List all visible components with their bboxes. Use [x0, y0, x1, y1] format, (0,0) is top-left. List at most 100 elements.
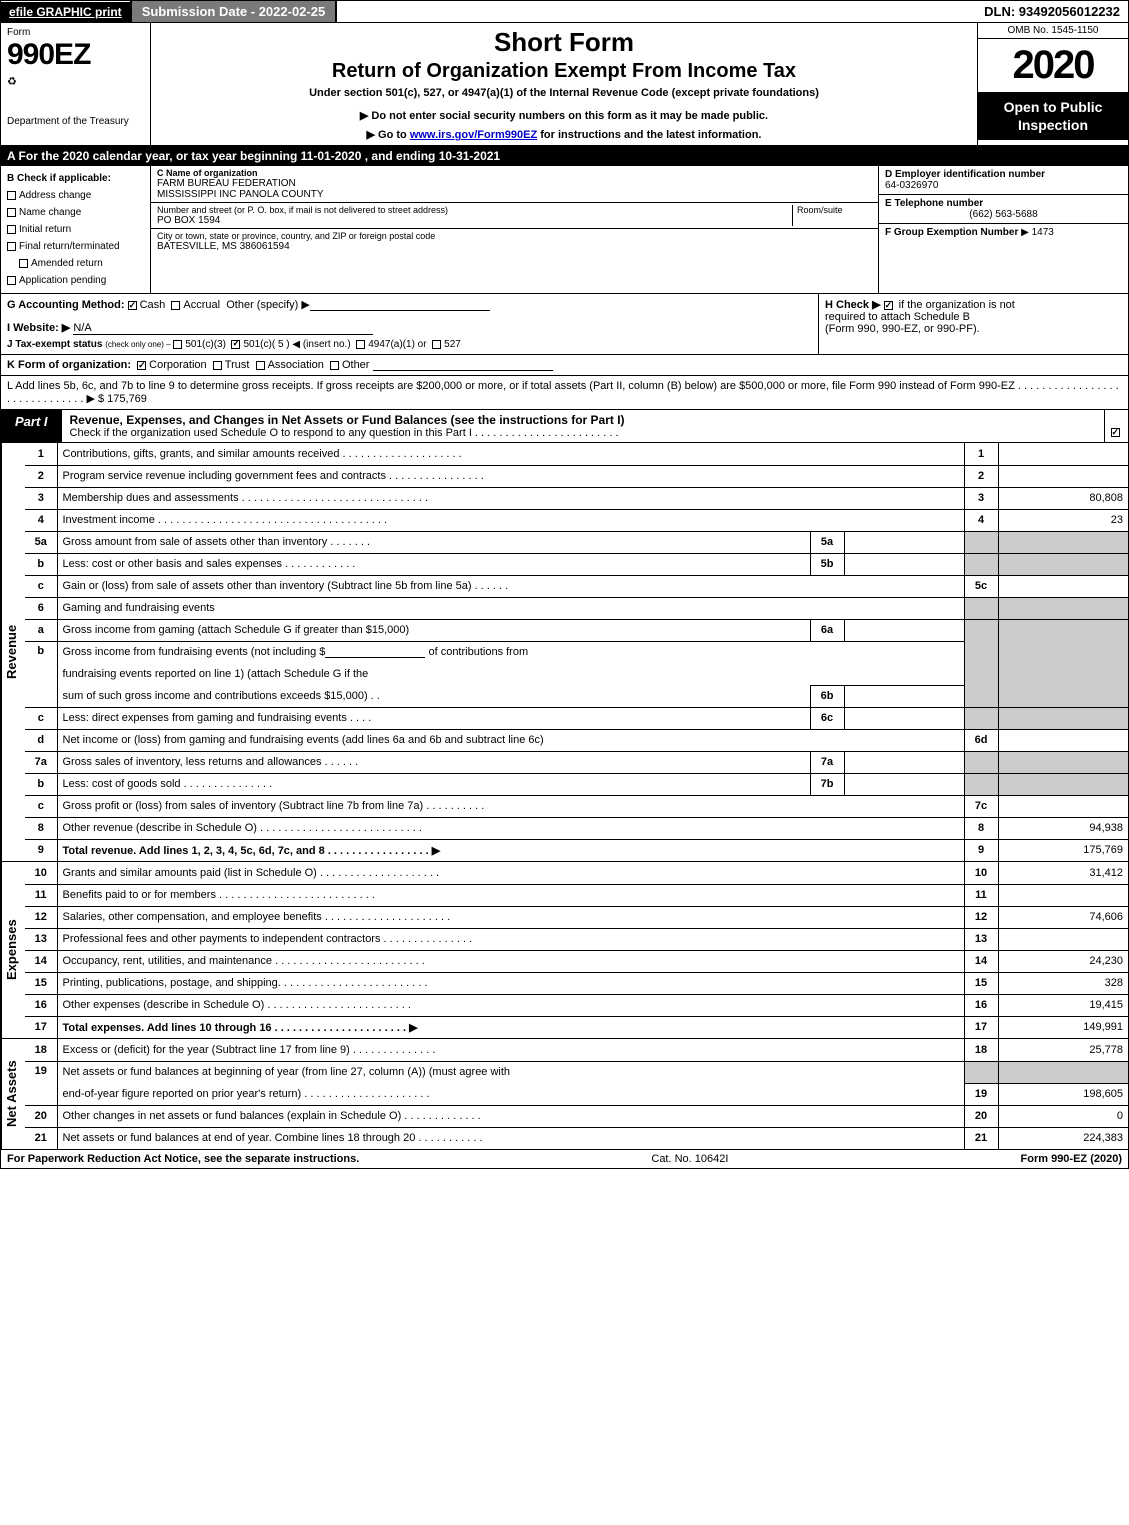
box-k-label: K Form of organization:: [7, 359, 131, 371]
footer-left: For Paperwork Reduction Act Notice, see …: [7, 1153, 359, 1165]
row-11: 11 Benefits paid to or for members . . .…: [25, 884, 1128, 906]
row-16: 16 Other expenses (describe in Schedule …: [25, 994, 1128, 1016]
label-4947: 4947(a)(1) or: [368, 339, 426, 350]
box-j-label: J Tax-exempt status: [7, 339, 102, 350]
k-other-field[interactable]: [373, 359, 553, 371]
checkbox-application-pending[interactable]: [7, 276, 16, 285]
part-1-header: Part I Revenue, Expenses, and Changes in…: [0, 410, 1129, 443]
line-desc: end-of-year figure reported on prior yea…: [57, 1083, 964, 1105]
sub-num: 5b: [810, 553, 844, 575]
col-num: 18: [964, 1039, 998, 1061]
line-num: a: [25, 619, 57, 641]
col-amt: 224,383: [998, 1127, 1128, 1149]
col-amt: [998, 465, 1128, 487]
col-amt: [998, 795, 1128, 817]
checkbox-association[interactable]: [256, 361, 265, 370]
line-desc: Gain or (loss) from sale of assets other…: [57, 575, 964, 597]
checkbox-501c3[interactable]: [173, 340, 182, 349]
header-center: Short Form Return of Organization Exempt…: [151, 23, 978, 145]
checkbox-final-return[interactable]: [7, 242, 16, 251]
contrib-amount-field[interactable]: [325, 646, 425, 658]
box-g: G Accounting Method: Cash Accrual Other …: [1, 294, 818, 354]
col-amt: [998, 443, 1128, 465]
label-address-change: Address change: [19, 190, 91, 201]
footer-right: Form 990-EZ (2020): [1021, 1153, 1122, 1165]
row-10: 10 Grants and similar amounts paid (list…: [25, 862, 1128, 884]
col-num-shaded: [964, 685, 998, 707]
irs-link[interactable]: www.irs.gov/Form990EZ: [410, 129, 537, 141]
box-h-text1: if the organization is not: [899, 299, 1015, 311]
box-c: C Name of organization FARM BUREAU FEDER…: [151, 166, 878, 293]
box-g-h: G Accounting Method: Cash Accrual Other …: [0, 294, 1129, 355]
sub-num: 7a: [810, 751, 844, 773]
box-l: L Add lines 5b, 6c, and 7b to line 9 to …: [0, 376, 1129, 410]
line-desc: Total expenses. Add lines 10 through 16 …: [57, 1016, 964, 1038]
sub-num: 6b: [810, 685, 844, 707]
checkbox-accrual[interactable]: [171, 301, 180, 310]
col-amt: 23: [998, 509, 1128, 531]
col-amt-shaded: [998, 1061, 1128, 1083]
info-grid: B Check if applicable: Address change Na…: [0, 166, 1129, 294]
row-6: 6 Gaming and fundraising events: [25, 597, 1128, 619]
checkbox-4947[interactable]: [356, 340, 365, 349]
form-number: 990EZ: [7, 38, 144, 72]
line-desc: Salaries, other compensation, and employ…: [57, 906, 964, 928]
col-amt: 175,769: [998, 839, 1128, 861]
checkbox-501c[interactable]: [231, 340, 240, 349]
city-label: City or town, state or province, country…: [157, 231, 872, 241]
short-form-title: Short Form: [159, 27, 969, 58]
checkbox-amended-return[interactable]: [19, 259, 28, 268]
col-num: 14: [964, 950, 998, 972]
checkbox-address-change[interactable]: [7, 191, 16, 200]
line-num: c: [25, 707, 57, 729]
street-value: PO BOX 1594: [157, 215, 792, 226]
checkbox-name-change[interactable]: [7, 208, 16, 217]
checkbox-k-other[interactable]: [330, 361, 339, 370]
label-accrual: Accrual: [183, 299, 220, 311]
col-num-shaded: [964, 531, 998, 553]
col-amt-shaded: [998, 685, 1128, 707]
row-6b-1: b Gross income from fundraising events (…: [25, 641, 1128, 663]
tax-year: 2020: [978, 39, 1128, 93]
col-num-shaded: [964, 707, 998, 729]
row-15: 15 Printing, publications, postage, and …: [25, 972, 1128, 994]
sub-num: 6a: [810, 619, 844, 641]
checkbox-trust[interactable]: [213, 361, 222, 370]
line-num: 6: [25, 597, 57, 619]
part-1-tag: Part I: [1, 410, 62, 442]
col-amt-shaded: [998, 751, 1128, 773]
col-amt: 198,605: [998, 1083, 1128, 1105]
note2-prefix: ▶ Go to: [367, 129, 410, 141]
checkbox-cash[interactable]: [128, 301, 137, 310]
line-num: 21: [25, 1127, 57, 1149]
col-amt-shaded: [998, 553, 1128, 575]
line-desc: Occupancy, rent, utilities, and maintena…: [57, 950, 964, 972]
box-h-text3: (Form 990, 990-EZ, or 990-PF).: [825, 323, 980, 335]
row-6c: c Less: direct expenses from gaming and …: [25, 707, 1128, 729]
label-k-other: Other: [342, 359, 370, 371]
col-num-shaded: [964, 619, 998, 641]
col-num: 15: [964, 972, 998, 994]
col-amt: [998, 928, 1128, 950]
row-12: 12 Salaries, other compensation, and emp…: [25, 906, 1128, 928]
col-amt-shaded: [998, 707, 1128, 729]
col-num: 7c: [964, 795, 998, 817]
checkbox-initial-return[interactable]: [7, 225, 16, 234]
box-c-label: C Name of organization: [157, 168, 872, 178]
row-14: 14 Occupancy, rent, utilities, and maint…: [25, 950, 1128, 972]
checkbox-527[interactable]: [432, 340, 441, 349]
part-1-sub: Check if the organization used Schedule …: [70, 427, 1096, 439]
checkbox-schedule-o[interactable]: [1111, 428, 1120, 437]
sub-amt: [844, 553, 964, 575]
checkbox-corporation[interactable]: [137, 361, 146, 370]
checkbox-schedule-b[interactable]: [884, 301, 893, 310]
efile-print-link[interactable]: efile GRAPHIC print: [1, 2, 130, 22]
ein-value: 64-0326970: [885, 180, 1122, 191]
line-desc: Printing, publications, postage, and shi…: [57, 972, 964, 994]
other-specify-field[interactable]: [310, 299, 490, 311]
submission-date: Submission Date - 2022-02-25: [130, 1, 338, 22]
label-501c3: 501(c)(3): [185, 339, 226, 350]
col-num-shaded: [964, 663, 998, 685]
box-d-e-f: D Employer identification number 64-0326…: [878, 166, 1128, 293]
line-num: b: [25, 641, 57, 707]
